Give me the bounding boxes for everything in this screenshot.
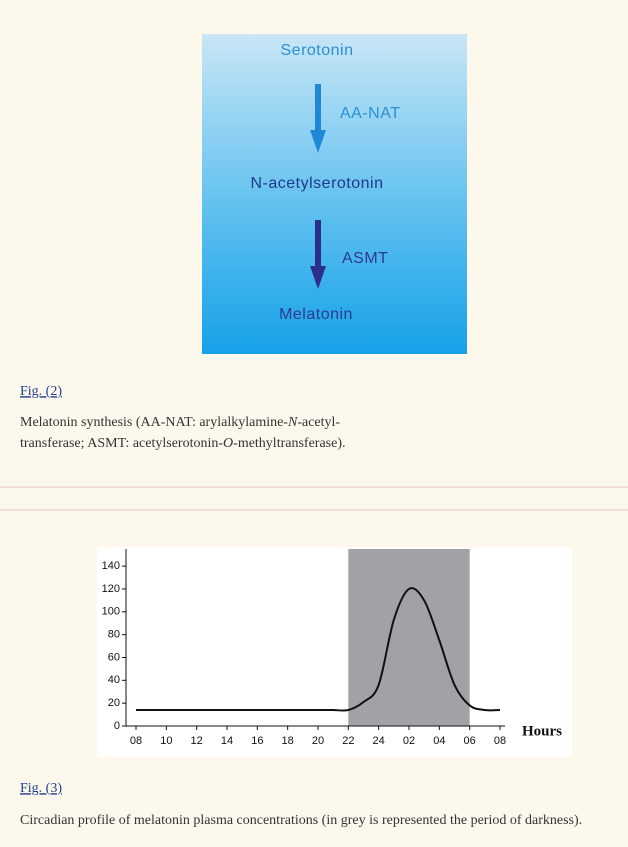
- arrow: [310, 220, 326, 289]
- x-tick-label: 10: [160, 735, 172, 747]
- x-tick-label: 22: [342, 735, 354, 747]
- x-tick-label: 06: [464, 735, 476, 747]
- y-tick-label: 100: [102, 606, 120, 618]
- node-label: Melatonin: [279, 306, 353, 323]
- x-tick-label: 08: [494, 735, 506, 747]
- y-tick-label: 20: [108, 697, 120, 709]
- x-tick-label: 20: [312, 735, 324, 747]
- dark-period: [348, 549, 470, 726]
- enzyme-label: ASMT: [342, 250, 388, 267]
- x-tick-label: 08: [130, 735, 142, 747]
- y-tick-label: 40: [108, 674, 120, 686]
- caption: Circadian profile of melatonin plasma co…: [20, 813, 582, 828]
- y-tick-label: 140: [102, 560, 120, 572]
- x-tick-label: 16: [251, 735, 263, 747]
- x-axis-label: Hours: [522, 723, 562, 739]
- caption-text: -acetyl-: [297, 415, 340, 430]
- figure-link[interactable]: Fig. (3): [20, 781, 62, 796]
- x-tick-label: 04: [433, 735, 445, 747]
- x-tick-label: 14: [221, 735, 233, 747]
- x-tick-label: 18: [282, 735, 294, 747]
- node-label: N-acetylserotonin: [251, 175, 384, 192]
- y-tick-label: 80: [108, 629, 120, 641]
- caption-text: O: [223, 436, 233, 451]
- y-tick-label: 60: [108, 651, 120, 663]
- arrow: [310, 84, 326, 153]
- caption-text: N: [287, 415, 298, 430]
- y-tick-label: 120: [102, 583, 120, 595]
- caption-text: transferase; ASMT: acetylserotonin-: [20, 436, 223, 451]
- caption-text: -methyltransferase).: [233, 436, 345, 451]
- figure-link[interactable]: Fig. (2): [20, 384, 62, 399]
- chart-area: [97, 547, 572, 757]
- caption-text: Melatonin synthesis (AA-NAT: arylalkylam…: [20, 415, 288, 430]
- enzyme-label: AA-NAT: [340, 105, 400, 122]
- x-tick-label: 24: [373, 735, 385, 747]
- caption-line: transferase; ASMT: acetylserotonin-O-met…: [20, 436, 346, 451]
- chart: 0 20 40 60 80 100 120 140 08 10 12 14 16 18 20 22 24 02 04…: [102, 549, 506, 747]
- x-tick-label: 02: [403, 735, 415, 747]
- node-label: Serotonin: [281, 42, 354, 59]
- y-tick-label: 0: [114, 720, 120, 732]
- x-tick-label: 12: [191, 735, 203, 747]
- caption-line: Melatonin synthesis (AA-NAT: arylalkylam…: [20, 415, 340, 430]
- diagram-box: [202, 34, 467, 354]
- data-line: [136, 587, 501, 712]
